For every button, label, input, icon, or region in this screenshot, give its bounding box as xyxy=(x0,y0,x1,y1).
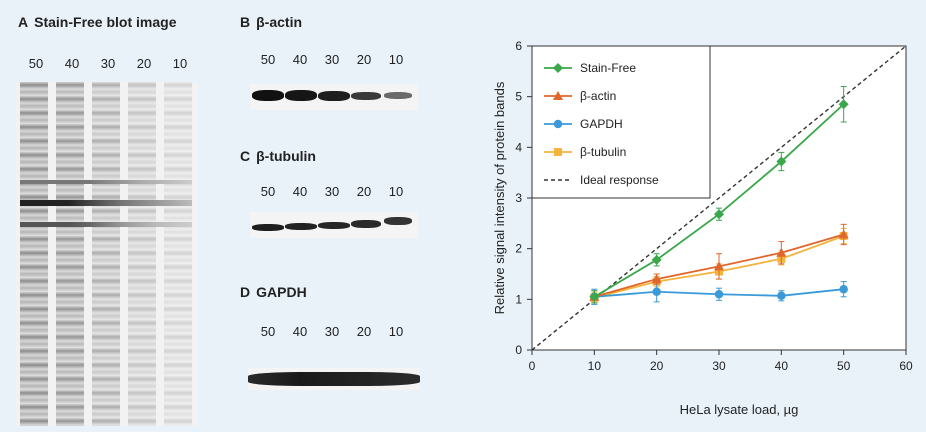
legend-label: β-actin xyxy=(580,89,616,103)
lane-label: 40 xyxy=(292,324,308,339)
panel-c-letter: C xyxy=(240,148,251,164)
data-point xyxy=(714,209,724,220)
lane-label: 10 xyxy=(388,324,404,339)
signal-intensity-chart: 0 10 20 30 40 50 60 0 1 2 3 4 5 6 HeLa lysate load, µg… xyxy=(492,39,913,417)
panel-a-letter: A xyxy=(18,14,29,30)
lane-label: 10 xyxy=(388,184,404,199)
legend-label: β-tubulin xyxy=(580,145,626,159)
panel-c-lane-labels: 50 40 30 20 10 xyxy=(252,184,412,199)
data-point xyxy=(589,291,600,302)
panel-b-title-text: β-actin xyxy=(256,14,303,30)
legend-label: GAPDH xyxy=(580,117,623,131)
data-point xyxy=(777,291,786,301)
panel-b-lane-labels: 50 40 30 20 10 xyxy=(252,52,412,67)
legend-label: Stain-Free xyxy=(580,61,636,75)
x-tick-label: 0 xyxy=(529,359,536,373)
lane-label: 30 xyxy=(324,184,340,199)
y-axis-label: Relative signal intensity of protein ban… xyxy=(492,81,507,314)
x-tick-label: 30 xyxy=(712,359,726,373)
lane-label: 40 xyxy=(64,56,80,71)
x-tick-label: 40 xyxy=(775,359,789,373)
lane-label: 30 xyxy=(324,52,340,67)
y-tick-label: 5 xyxy=(515,90,522,104)
legend-marker xyxy=(553,63,563,73)
data-point xyxy=(652,287,661,296)
panel-b-letter: B xyxy=(240,14,251,30)
panel-a-title: A Stain-Free blot image xyxy=(18,14,176,30)
lane-label: 30 xyxy=(324,324,340,339)
y-tick-label: 0 xyxy=(515,343,522,357)
gapdh-blot xyxy=(248,368,420,390)
lane-label: 50 xyxy=(260,52,276,67)
y-tick-label: 4 xyxy=(515,140,522,154)
panel-d-lane-labels: 50 40 30 20 10 xyxy=(252,324,412,339)
lane-label: 20 xyxy=(356,52,372,67)
x-tick-label: 60 xyxy=(899,359,913,373)
lane-label: 10 xyxy=(388,52,404,67)
legend-marker xyxy=(554,148,562,156)
legend-marker xyxy=(553,91,563,100)
data-point xyxy=(776,156,787,167)
data-point xyxy=(651,274,662,284)
data-point xyxy=(838,99,849,110)
lane-label: 50 xyxy=(260,184,276,199)
lane-label: 20 xyxy=(136,56,152,71)
x-axis-label: HeLa lysate load, µg xyxy=(680,402,799,417)
panel-a-lane-labels: 50 40 30 20 10 xyxy=(18,56,198,71)
panel-d-title-text: GAPDH xyxy=(256,284,307,300)
lane-label: 50 xyxy=(28,56,44,71)
lane-label: 40 xyxy=(292,52,308,67)
data-point xyxy=(839,284,848,294)
stain-free-blot-image xyxy=(16,82,198,426)
data-point xyxy=(838,229,849,239)
beta-tubulin-blot xyxy=(250,212,418,238)
data-point xyxy=(776,247,787,257)
data-point xyxy=(714,290,724,299)
lane-label: 20 xyxy=(356,184,372,199)
lane-label: 20 xyxy=(356,324,372,339)
legend-marker xyxy=(553,119,563,129)
y-tick-label: 6 xyxy=(515,39,522,53)
panel-d-title: D GAPDH xyxy=(240,284,307,300)
lane-label: 30 xyxy=(100,56,116,71)
y-tick-label: 3 xyxy=(515,191,522,205)
x-tick-label: 10 xyxy=(588,359,602,373)
x-tick-label: 20 xyxy=(650,359,664,373)
lane-label: 50 xyxy=(260,324,276,339)
beta-actin-blot xyxy=(250,84,418,110)
legend-label: Ideal response xyxy=(580,173,659,187)
data-point xyxy=(651,254,662,265)
y-tick-label: 1 xyxy=(515,292,522,306)
y-tick-label: 2 xyxy=(515,242,522,256)
data-point xyxy=(714,261,724,271)
panel-c-title-text: β-tubulin xyxy=(256,148,316,164)
lane-label: 40 xyxy=(292,184,308,199)
x-tick-label: 50 xyxy=(837,359,851,373)
panel-d-letter: D xyxy=(240,284,251,300)
panel-a-title-text: Stain-Free blot image xyxy=(34,14,177,30)
lane-label: 10 xyxy=(172,56,188,71)
